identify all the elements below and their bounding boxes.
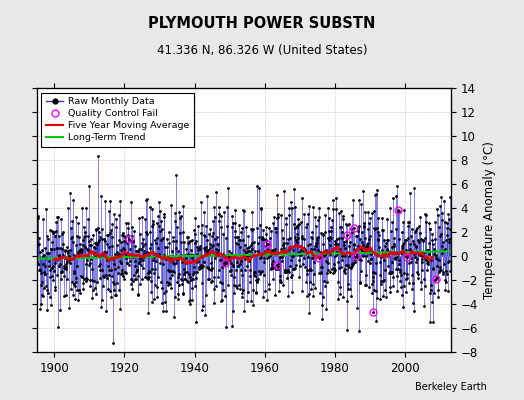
Legend: Raw Monthly Data, Quality Control Fail, Five Year Moving Average, Long-Term Tren: Raw Monthly Data, Quality Control Fail, … xyxy=(41,93,194,147)
Text: PLYMOUTH POWER SUBSTN: PLYMOUTH POWER SUBSTN xyxy=(148,16,376,31)
Y-axis label: Temperature Anomaly (°C): Temperature Anomaly (°C) xyxy=(483,141,496,299)
Text: 41.336 N, 86.326 W (United States): 41.336 N, 86.326 W (United States) xyxy=(157,44,367,57)
Text: Berkeley Earth: Berkeley Earth xyxy=(416,382,487,392)
